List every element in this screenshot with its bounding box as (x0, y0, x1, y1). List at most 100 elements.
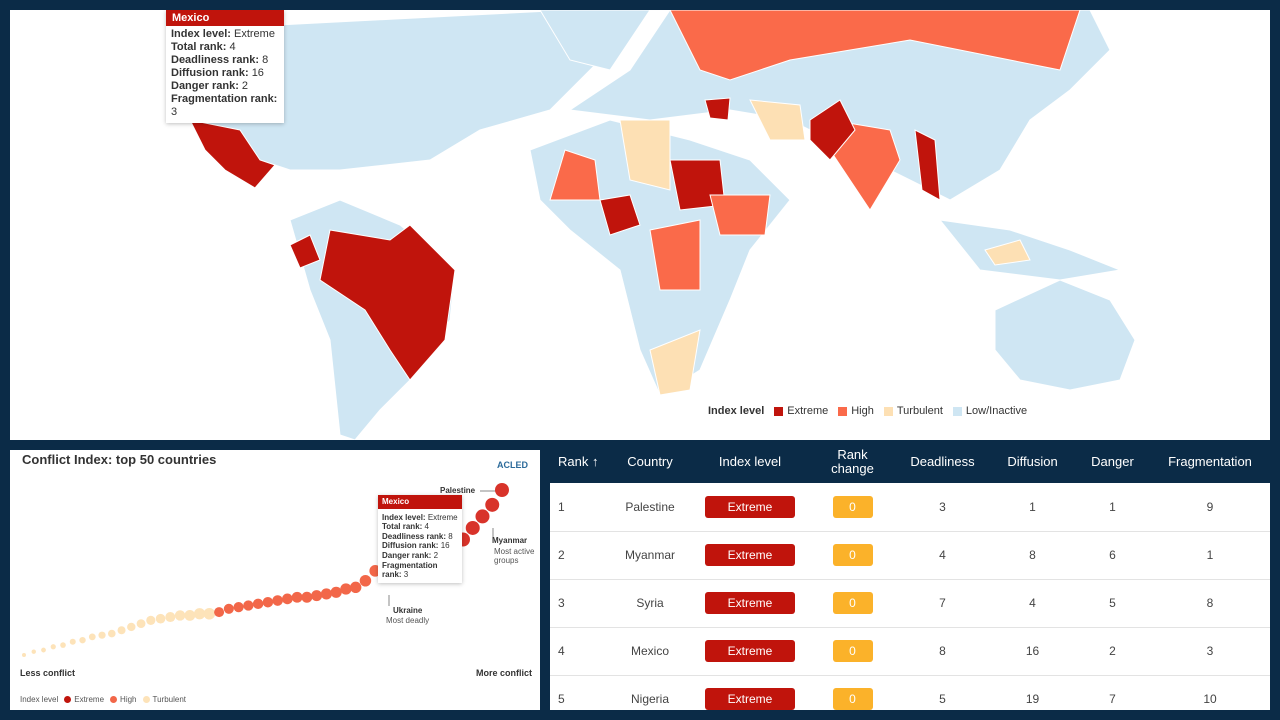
australia[interactable] (994, 279, 1136, 391)
legend-swatch-extreme (774, 406, 784, 416)
col-deadliness[interactable]: Deadliness (895, 440, 990, 483)
cell-danger: 6 (1075, 531, 1150, 580)
dot-country-27[interactable] (243, 600, 254, 611)
cell-rank-change: 0 (810, 627, 895, 676)
cell-rank-change: 0 (810, 531, 895, 580)
country-ethiopia[interactable] (709, 194, 771, 236)
dot-country-38[interactable] (136, 619, 146, 629)
tooltip-value: 2 (433, 550, 439, 560)
ranking-table-panel: Rank ↑ Country Index level Rank change D… (550, 440, 1270, 710)
dot-country-3[interactable] (475, 509, 490, 524)
dot-country-41[interactable] (107, 629, 116, 638)
col-index-level[interactable]: Index level (690, 440, 810, 483)
dot-country-34[interactable] (174, 610, 186, 621)
dot-country-48[interactable] (41, 647, 46, 653)
col-diffusion[interactable]: Diffusion (990, 440, 1075, 483)
dot-country-32[interactable] (193, 608, 206, 620)
country-drc[interactable] (649, 219, 701, 291)
country-myanmar[interactable] (914, 129, 941, 201)
dot-country-22[interactable] (291, 591, 303, 603)
dot-country-18[interactable] (330, 586, 342, 598)
dot-country-43[interactable] (88, 633, 96, 641)
dot-country-36[interactable] (155, 613, 166, 624)
greenland[interactable] (539, 10, 651, 71)
table-row[interactable]: 4 Mexico Extreme 0 8 16 2 3 (550, 627, 1270, 676)
dot-country-39[interactable] (127, 622, 136, 632)
less-conflict-label: Less conflict (20, 668, 76, 678)
dot-country-24[interactable] (272, 595, 283, 606)
col-rank[interactable]: Rank ↑ (550, 440, 610, 483)
legend-high[interactable]: High (851, 405, 874, 417)
dot-country-4[interactable] (465, 520, 480, 535)
dot-country-31[interactable] (203, 607, 216, 620)
cell-rank-change: 0 (810, 675, 895, 710)
col-country[interactable]: Country (610, 440, 690, 483)
dot-country-26[interactable] (252, 598, 264, 610)
country-pakistan[interactable] (809, 99, 856, 161)
world-map[interactable] (10, 10, 1270, 440)
dot-country-25[interactable] (262, 596, 274, 608)
col-rank-change[interactable]: Rank change (810, 440, 895, 483)
col-fragmentation[interactable]: Fragmentation (1150, 440, 1270, 483)
tooltip-line: Deadliness rank: 8 (171, 54, 279, 67)
level-badge: Extreme (705, 544, 795, 566)
dot-country-35[interactable] (165, 612, 176, 623)
dot-country-49[interactable] (31, 649, 36, 654)
tooltip-value: 16 (440, 541, 450, 551)
country-mexico[interactable] (189, 119, 276, 189)
country-south-africa[interactable] (649, 329, 701, 396)
cell-diffusion: 4 (990, 579, 1075, 628)
southeast-asia[interactable] (938, 219, 1122, 281)
legend-low[interactable]: Low/Inactive (965, 405, 1028, 417)
dot-country-33[interactable] (184, 610, 196, 621)
cell-rank-change: 0 (810, 579, 895, 628)
dot-country-19[interactable] (320, 588, 332, 600)
cell-fragmentation: 3 (1150, 627, 1270, 676)
dot-country-15[interactable] (359, 575, 372, 587)
label-myanmar: Myanmar (492, 536, 528, 545)
tooltip-value: 16 (251, 67, 264, 79)
country-indonesia[interactable] (984, 239, 1031, 266)
country-russia[interactable] (669, 10, 1081, 81)
dot-country-47[interactable] (50, 644, 56, 650)
dot-country-50[interactable] (22, 653, 26, 657)
country-iran[interactable] (749, 99, 806, 141)
legend-extreme[interactable]: Extreme (787, 405, 829, 417)
dot-country-21[interactable] (301, 591, 313, 603)
dot-country-28[interactable] (233, 602, 244, 613)
table-row[interactable]: 5 Nigeria Extreme 0 5 19 7 10 (550, 675, 1270, 710)
tooltip-key: Deadliness rank: (171, 54, 260, 66)
dot-country-23[interactable] (282, 593, 293, 605)
cell-index-level: Extreme (690, 579, 810, 628)
cell-rank: 3 (550, 579, 610, 628)
table-row[interactable]: 3 Syria Extreme 0 7 4 5 8 (550, 579, 1270, 628)
dot-country-1[interactable] (495, 483, 509, 497)
country-syria[interactable] (704, 97, 731, 121)
dot-country-17[interactable] (340, 583, 352, 595)
legend-turbulent[interactable]: Turbulent (896, 405, 943, 417)
cell-rank: 1 (550, 483, 610, 532)
tooltip-line: Diffusion rank: 16 (171, 67, 279, 80)
dot-country-42[interactable] (98, 631, 106, 639)
dot-country-45[interactable] (69, 638, 76, 645)
country-mali[interactable] (549, 149, 601, 201)
dot-country-40[interactable] (117, 626, 126, 635)
dot-country-16[interactable] (349, 581, 362, 594)
legend-swatch-turbulent (883, 406, 893, 416)
col-danger[interactable]: Danger (1075, 440, 1150, 483)
table-row[interactable]: 1 Palestine Extreme 0 3 1 1 9 (550, 483, 1270, 532)
dot-country-44[interactable] (79, 636, 86, 644)
dot-country-2[interactable] (485, 497, 500, 512)
dot-country-37[interactable] (146, 615, 156, 625)
country-nigeria[interactable] (599, 194, 641, 236)
country-brazil[interactable] (319, 224, 456, 381)
dot-country-46[interactable] (60, 642, 66, 648)
dot-country-30[interactable] (214, 607, 225, 618)
country-colombia[interactable] (289, 234, 321, 269)
cell-danger: 7 (1075, 675, 1150, 710)
dot-country-20[interactable] (311, 590, 323, 602)
country-sahel[interactable] (619, 119, 671, 191)
tooltip-line: Danger rank: 2 (382, 551, 458, 561)
table-row[interactable]: 2 Myanmar Extreme 0 4 8 6 1 (550, 531, 1270, 580)
dot-country-29[interactable] (223, 603, 234, 614)
